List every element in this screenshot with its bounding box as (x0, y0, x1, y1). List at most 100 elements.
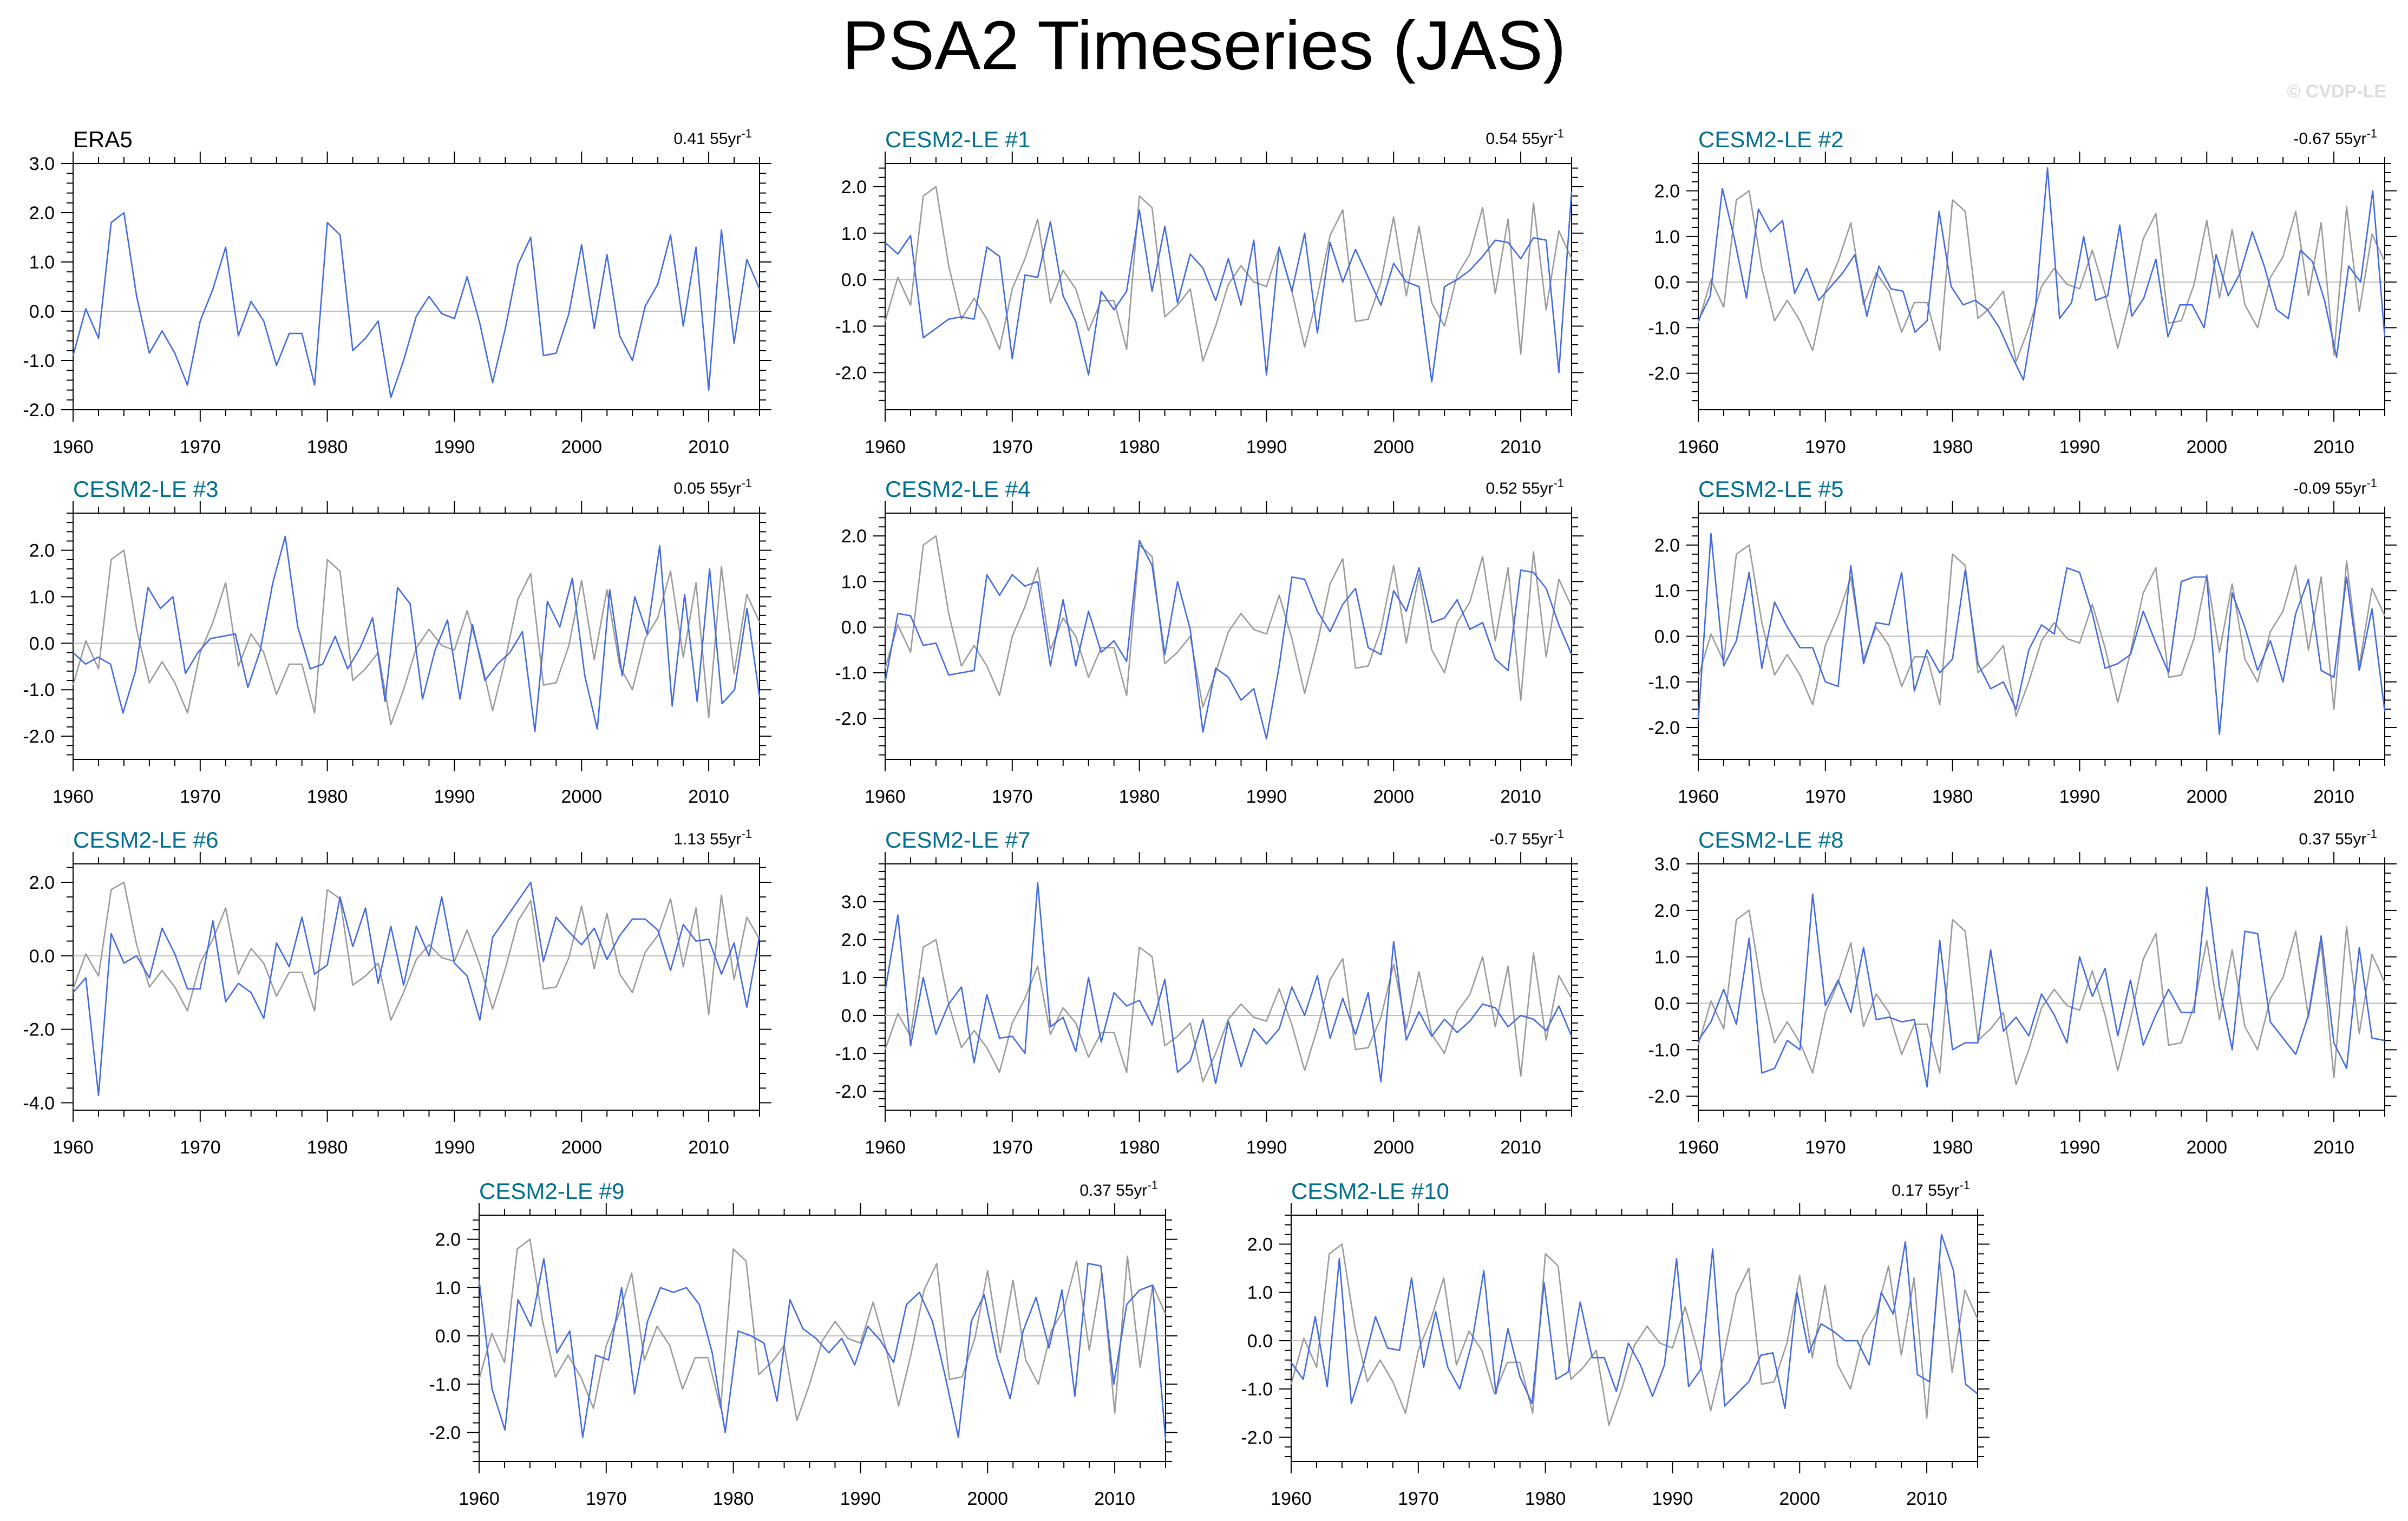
trend-exponent: -1 (1553, 127, 1564, 140)
panel-title: CESM2-LE #9 (479, 1178, 624, 1204)
y-tick-label: 1.0 (1654, 581, 1680, 601)
chart-panel: 2.0 1.0 0.0 -1.0 -2.0 1960 1970 1980 1990 2000 201… (835, 476, 1583, 807)
trend-value: -0.7 55yr (1489, 830, 1553, 848)
x-tick-label: 1990 (2059, 786, 2101, 807)
trend-value: 0.37 55yr (2299, 830, 2366, 848)
trend-value: -0.09 55yr (2293, 480, 2366, 497)
x-tick-label: 2000 (1373, 1137, 1414, 1158)
plot-frame (73, 513, 760, 760)
series-line-obs (1290, 1243, 1979, 1426)
y-tick-label: -2.0 (429, 1422, 461, 1443)
x-tick-label: 1960 (1678, 1137, 1719, 1158)
panel-title: CESM2-LE #8 (1698, 827, 1843, 853)
x-tick-label: 1980 (1932, 786, 1973, 807)
trend-label: 0.41 55yr-1 (673, 127, 752, 148)
x-tick-label: 2000 (561, 437, 602, 457)
trend-label: 0.52 55yr-1 (1486, 476, 1564, 497)
trend-value: 0.54 55yr (1486, 130, 1553, 148)
y-tick-label: 2.0 (1654, 901, 1680, 921)
plot-frame (885, 513, 1572, 760)
y-tick-label: 2.0 (29, 203, 55, 224)
trend-exponent: -1 (741, 827, 752, 841)
x-tick-label: 2010 (688, 786, 729, 807)
x-tick-label: 1980 (307, 437, 348, 457)
x-tick-label: 1970 (1805, 786, 1846, 807)
series-line-obs (478, 1238, 1167, 1421)
chart-panel: 3.0 2.0 1.0 0.0 -1.0 -2.0 1960 1970 1980 1990 2000… (1648, 827, 2397, 1158)
x-tick-label: 1960 (53, 437, 94, 457)
x-tick-label: 1970 (992, 786, 1033, 807)
copyright-text: © CVDP-LE (2287, 81, 2386, 102)
y-tick-label: -1.0 (1241, 1379, 1273, 1400)
series-line-primary (73, 535, 761, 732)
panel-title: CESM2-LE #6 (73, 827, 218, 853)
panel-title: CESM2-LE #2 (1698, 127, 1843, 152)
x-tick-label: 2010 (1500, 1137, 1541, 1158)
trend-exponent: -1 (741, 127, 752, 140)
x-tick-label: 1970 (1398, 1489, 1439, 1509)
x-tick-label: 1990 (434, 1137, 475, 1158)
y-tick-label: 3.0 (1654, 854, 1680, 875)
trend-label: -0.09 55yr-1 (2293, 476, 2377, 497)
y-tick-label: 1.0 (841, 572, 867, 592)
y-tick-label: 1.0 (841, 968, 867, 988)
x-tick-label: 2000 (561, 786, 602, 807)
x-tick-label: 1970 (180, 786, 221, 807)
x-tick-label: 2010 (2313, 1137, 2354, 1158)
series-line-primary (72, 212, 761, 398)
trend-value: 1.13 55yr (673, 830, 741, 848)
plot-frame (1698, 163, 2385, 410)
y-tick-label: -2.0 (23, 1020, 55, 1040)
x-tick-label: 1980 (713, 1489, 754, 1509)
chart-panel: 2.0 1.0 0.0 -1.0 -2.0 1960 1970 1980 1990 2000 201… (1648, 127, 2397, 457)
series-line-obs (1697, 190, 2386, 363)
plot-frame (73, 863, 760, 1111)
series-line-obs (1697, 544, 2386, 717)
series-line-primary (884, 882, 1573, 1085)
x-tick-label: 1970 (180, 437, 221, 457)
chart-panel: 3.0 2.0 1.0 0.0 -1.0 -2.0 1960 1970 1980 1990 2000… (23, 127, 771, 457)
x-tick-label: 1990 (2059, 1137, 2101, 1158)
trend-value: 0.17 55yr (1892, 1182, 1959, 1199)
y-tick-label: 0.0 (1654, 272, 1680, 293)
y-tick-label: -1.0 (835, 316, 867, 337)
chart-panel: 2.0 1.0 0.0 -1.0 -2.0 1960 1970 1980 1990 2000 201… (1648, 476, 2397, 807)
trend-label: 0.17 55yr-1 (1892, 1178, 1970, 1199)
x-tick-label: 1960 (865, 437, 906, 457)
y-tick-label: 0.0 (435, 1326, 461, 1347)
x-tick-label: 1990 (2059, 437, 2101, 457)
x-tick-label: 2010 (688, 437, 729, 457)
y-tick-label: 0.0 (841, 1006, 867, 1026)
y-tick-label: -1.0 (1648, 1040, 1680, 1060)
y-tick-label: -2.0 (23, 400, 55, 421)
x-tick-label: 1960 (1678, 786, 1719, 807)
y-tick-label: 2.0 (29, 541, 55, 561)
trend-value: 0.05 55yr (673, 480, 741, 497)
chart-panel: 2.0 1.0 0.0 -1.0 -2.0 1960 1970 1980 1990 2000 201… (835, 127, 1583, 457)
x-tick-label: 1980 (1119, 437, 1160, 457)
chart-panel: 2.0 1.0 0.0 -1.0 -2.0 1960 1970 1980 1990 2000 201… (429, 1178, 1177, 1509)
y-tick-label: -1.0 (835, 1044, 867, 1064)
y-tick-label: -2.0 (1648, 364, 1680, 384)
plot-frame (73, 163, 760, 410)
x-tick-label: 1980 (1119, 786, 1160, 807)
plot-frame (1698, 863, 2385, 1111)
y-tick-label: -1.0 (429, 1374, 461, 1395)
y-tick-label: 0.0 (29, 946, 55, 967)
trend-label: -0.67 55yr-1 (2293, 127, 2377, 148)
series-line-obs (884, 535, 1573, 708)
x-tick-label: 1970 (1805, 437, 1846, 457)
y-tick-label: 2.0 (435, 1230, 461, 1250)
y-tick-label: -2.0 (835, 709, 867, 729)
trend-exponent: -1 (2366, 827, 2377, 841)
y-tick-label: 2.0 (1247, 1235, 1273, 1255)
y-tick-label: 2.0 (841, 177, 867, 198)
y-tick-label: 0.0 (29, 633, 55, 654)
x-tick-label: 1990 (1246, 1137, 1287, 1158)
x-tick-label: 1980 (1932, 437, 1973, 457)
trend-exponent: -1 (2366, 476, 2377, 490)
x-tick-label: 1960 (865, 786, 906, 807)
series-line-primary (1697, 167, 2386, 381)
x-tick-label: 2000 (1779, 1489, 1820, 1509)
